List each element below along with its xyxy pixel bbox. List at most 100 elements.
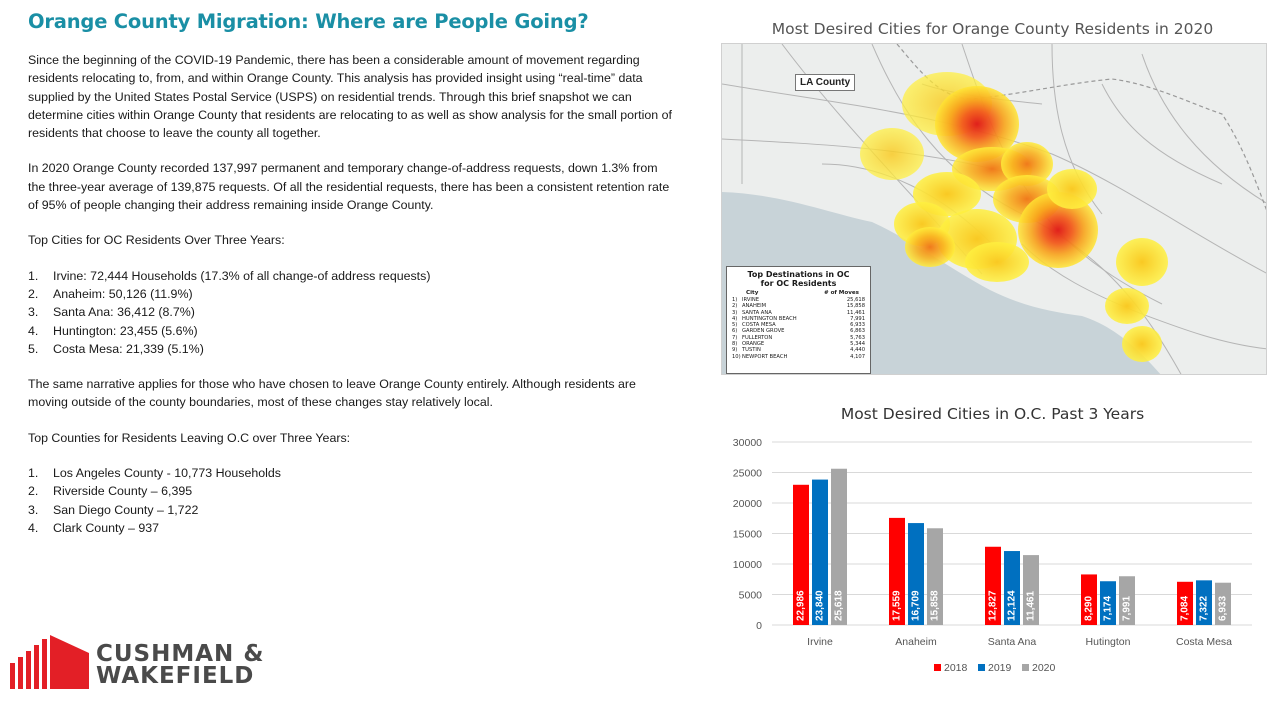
intro-paragraph: Since the beginning of the COVID-19 Pand… — [28, 53, 672, 141]
legend-row-city: SANTA ANA — [742, 309, 772, 316]
page-title: Orange County Migration: Where are Peopl… — [28, 10, 589, 33]
list-item: 1. Irvine: 72,444 Households (17.3% of al… — [28, 267, 678, 285]
legend-row: 6) GARDEN GROVE 6,863 — [732, 328, 865, 334]
x-category-label: Santa Ana — [988, 636, 1037, 648]
list-text: Riverside County – 6,395 — [53, 484, 193, 499]
y-tick-label: 30000 — [733, 437, 762, 449]
legend-row-moves: 5,763 — [850, 334, 865, 341]
logo-mark-icon — [10, 635, 89, 689]
legend-row-num: 4) — [732, 315, 738, 322]
list-text: San Diego County – 1,722 — [53, 502, 199, 517]
legend-col-moves: # of Moves — [823, 290, 859, 296]
bar-data-label: 12,124 — [1007, 590, 1018, 621]
legend-row-moves: 7,991 — [850, 315, 865, 322]
bar-data-label: 12,827 — [988, 590, 999, 621]
legend-row-city: IRVINE — [742, 297, 760, 303]
legend-row: 9) TUSTIN 4,440 — [732, 347, 865, 353]
narrative-paragraph: The same narrative applies for those who… — [28, 377, 636, 410]
legend-row-num: 10) — [732, 353, 741, 360]
bar-data-label: 17,559 — [892, 590, 903, 621]
bar-2020 — [1215, 582, 1231, 625]
legend-swatch-2018 — [934, 664, 941, 671]
y-tick-label: 20000 — [733, 498, 762, 510]
legend-row: 3) SANTA ANA 11,461 — [732, 310, 865, 316]
list-text: Costa Mesa: 21,339 (5.1%) — [53, 341, 204, 356]
cities-heading: Top Cities for OC Residents Over Three Y… — [28, 233, 285, 248]
list-item: 2. Riverside County – 6,395 — [28, 482, 678, 500]
bar-2020 — [927, 528, 943, 625]
legend-title-line-1: Top Destinations in OC — [747, 270, 850, 279]
cities-list: 1. Irvine: 72,444 Households (17.3% of al… — [28, 267, 678, 358]
legend-row: 8) ORANGE 5,344 — [732, 341, 865, 347]
bar-2018 — [1081, 574, 1097, 625]
list-text: Huntington: 23,455 (5.6%) — [53, 323, 198, 338]
bar-data-label: 7,991 — [1122, 596, 1133, 621]
bar-data-label: 11,461 — [1026, 591, 1037, 621]
legend-swatch-2019 — [978, 664, 985, 671]
counties-list: 1. Los Angeles County - 10,773 Households… — [28, 464, 678, 537]
bar-data-label: 8,290 — [1084, 596, 1095, 621]
bar-data-label: 16,709 — [911, 590, 922, 621]
legend-row-num: 1) — [732, 297, 738, 303]
legend-row: 7) FULLERTON 5,763 — [732, 335, 865, 341]
list-item: 5. Costa Mesa: 21,339 (5.1%) — [28, 340, 678, 358]
legend-row-city: COSTA MESA — [742, 322, 776, 329]
legend-row-city: HUNTINGTON BEACH — [742, 315, 797, 322]
legend-row-city: GARDEN GROVE — [742, 328, 785, 335]
list-item: 4. Clark County – 937 — [28, 519, 678, 537]
bar-data-label: 7,084 — [1180, 596, 1191, 621]
bar-2019 — [1100, 581, 1116, 625]
bar-2019 — [1004, 551, 1020, 625]
list-number: 4. — [28, 520, 39, 535]
list-text: Irvine: 72,444 Households (17.3% of all … — [53, 268, 431, 283]
y-tick-label: 25000 — [733, 468, 762, 480]
bar-2018 — [793, 484, 809, 625]
legend-row: 2) ANAHEIM 15,858 — [732, 303, 865, 309]
stats-paragraph: In 2020 Orange County recorded 137,997 p… — [28, 161, 670, 213]
legend-title: Top Destinations in OC for OC Residents — [732, 270, 865, 288]
x-category-label: Irvine — [807, 636, 833, 648]
bar-data-label: 7,174 — [1103, 596, 1114, 621]
logo-line-2: WAKEFIELD — [96, 663, 255, 689]
legend-row-city: ORANGE — [742, 341, 765, 348]
chart-title: Most Desired Cities in O.C. Past 3 Years — [840, 405, 1145, 423]
x-category-label: Hutington — [1086, 636, 1131, 648]
la-county-label: LA County — [795, 74, 856, 91]
legend-row: 10) NEWPORT BEACH 4,107 — [732, 354, 865, 360]
list-number: 3. — [28, 305, 39, 320]
bar-data-label: 7,322 — [1199, 596, 1210, 621]
legend-row-moves: 11,461 — [846, 309, 865, 316]
list-number: 1. — [28, 466, 39, 481]
map-title: Most Desired Cities for Orange County Re… — [771, 20, 1214, 38]
legend-row: 5) COSTA MESA 6,933 — [732, 322, 865, 328]
legend-row: 1) IRVINE 25,618 — [732, 297, 865, 303]
legend-swatch-2020 — [1022, 664, 1029, 671]
list-number: 5. — [28, 341, 39, 356]
bar-2020 — [1023, 555, 1039, 625]
legend-label: 2018 — [944, 662, 968, 674]
map-legend-table: Top Destinations in OC for OC Residents … — [726, 266, 871, 374]
bar-data-label: 15,858 — [930, 590, 941, 621]
bar-2020 — [1119, 576, 1135, 625]
heat-blobs — [860, 72, 1168, 362]
legend-row-num: 3) — [732, 309, 738, 316]
legend-col-city: City — [746, 290, 759, 296]
list-item: 4. Huntington: 23,455 (5.6%) — [28, 322, 678, 340]
bar-data-label: 22,986 — [796, 590, 807, 621]
legend-row-moves: 6,863 — [850, 328, 865, 335]
list-text: Santa Ana: 36,412 (8.7%) — [53, 305, 195, 320]
legend-label: 2019 — [988, 662, 1012, 674]
list-number: 2. — [28, 484, 39, 499]
legend-row-num: 5) — [732, 322, 738, 329]
bar-2019 — [908, 523, 924, 625]
bar-2019 — [1196, 580, 1212, 625]
bar-2019 — [812, 479, 828, 625]
y-tick-label: 0 — [756, 620, 762, 632]
list-number: 1. — [28, 268, 39, 283]
legend-row-city: NEWPORT BEACH — [742, 353, 788, 360]
legend-row-moves: 4,440 — [850, 347, 865, 354]
article: Orange County Migration: Where are Peopl… — [28, 10, 678, 554]
bar-2018 — [1177, 581, 1193, 625]
bar-data-label: 6,933 — [1218, 596, 1229, 621]
list-item: 2. Anaheim: 50,126 (11.9%) — [28, 285, 678, 303]
